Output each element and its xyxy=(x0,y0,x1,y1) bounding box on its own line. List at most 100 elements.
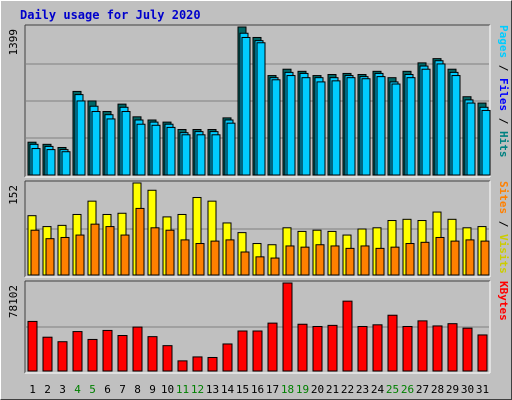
x-tick-label: 30 xyxy=(461,383,474,396)
sites-bar xyxy=(450,240,460,276)
sites-bar xyxy=(195,243,205,276)
pages-bar xyxy=(91,111,101,176)
x-tick-label: 19 xyxy=(296,383,309,396)
sites-bar xyxy=(60,236,70,276)
pages-bar xyxy=(301,77,311,176)
pages-bar xyxy=(361,78,371,176)
legend: Pages / Files / Hits xyxy=(497,25,510,158)
pages-bar xyxy=(121,111,131,176)
pages-bar xyxy=(46,149,56,176)
kbytes-bar xyxy=(267,322,278,372)
kbytes-bar xyxy=(27,320,38,372)
kbytes-bar xyxy=(252,330,263,372)
sites-bar xyxy=(300,246,310,276)
pages-bar xyxy=(481,109,491,176)
kbytes-bar xyxy=(327,324,338,372)
x-tick-label: 17 xyxy=(266,383,279,396)
sites-bar xyxy=(150,227,160,276)
kbytes-bar xyxy=(432,325,443,372)
kbytes-bar xyxy=(177,360,188,372)
sites-bar xyxy=(375,247,385,276)
x-tick-label: 5 xyxy=(89,383,96,396)
sites-bar xyxy=(165,229,175,276)
x-tick-label: 24 xyxy=(371,383,385,396)
sites-bar xyxy=(390,246,400,276)
x-tick-label: 16 xyxy=(251,383,264,396)
kbytes-bar xyxy=(402,325,413,372)
pages-bar xyxy=(136,123,146,176)
kbytes-bar xyxy=(447,323,458,372)
pages-bar xyxy=(421,68,431,176)
sites-bar xyxy=(405,243,415,276)
pages-bar xyxy=(241,36,251,176)
pages-bar xyxy=(211,134,221,176)
sites-bar xyxy=(255,256,265,276)
sites-bar xyxy=(30,229,40,276)
x-tick-label: 31 xyxy=(476,383,489,396)
legend-entry: Pages xyxy=(497,25,510,58)
y-axis-max-label: 152 xyxy=(7,185,20,205)
x-tick-label: 11 xyxy=(176,383,189,396)
kbytes-bar xyxy=(117,335,128,372)
x-tick-label: 18 xyxy=(281,383,294,396)
x-tick-label: 25 xyxy=(386,383,399,396)
pages-bar xyxy=(226,122,236,176)
sites-bar xyxy=(210,240,220,276)
kbytes-bar xyxy=(282,282,293,372)
pages-bar xyxy=(436,63,446,176)
pages-bar xyxy=(451,75,461,176)
kbytes-bar xyxy=(462,327,473,372)
kbytes-bar xyxy=(87,338,98,372)
sites-bar xyxy=(435,236,445,276)
kbytes-bar xyxy=(207,356,218,372)
x-tick-label: 12 xyxy=(191,383,204,396)
sites-bar xyxy=(90,223,100,276)
chart-title: Daily usage for July 2020 xyxy=(20,8,201,22)
pages-bar xyxy=(466,102,476,176)
sites-bar xyxy=(120,234,130,276)
x-tick-label: 4 xyxy=(74,383,81,396)
x-tick-label: 9 xyxy=(149,383,156,396)
pages-bar xyxy=(151,124,161,176)
x-tick-label: 3 xyxy=(59,383,66,396)
pages-bar xyxy=(181,134,191,176)
legend-entry: Visits xyxy=(497,234,510,274)
kbytes-bar xyxy=(42,336,53,372)
legend-entry: / xyxy=(497,111,510,131)
sites-bar xyxy=(45,238,55,276)
x-tick-label: 6 xyxy=(104,383,111,396)
kbytes-bar xyxy=(237,330,248,372)
x-tick-label: 29 xyxy=(446,383,459,396)
pages-bar xyxy=(376,76,386,176)
sites-bar xyxy=(240,251,250,276)
x-tick-label: 23 xyxy=(356,383,369,396)
sites-bar xyxy=(225,239,235,276)
kbytes-bar xyxy=(72,331,83,372)
pages-bar xyxy=(391,83,401,176)
pages-bar xyxy=(271,79,281,176)
sites-bar xyxy=(135,207,145,276)
sites-bar xyxy=(465,239,475,276)
pages-bar xyxy=(286,75,296,176)
pages-bar xyxy=(166,126,176,176)
x-tick-label: 26 xyxy=(401,383,414,396)
legend-entry: / xyxy=(497,58,510,78)
sites-bar xyxy=(345,247,355,276)
pages-bar xyxy=(106,118,116,176)
sites-bar xyxy=(315,244,325,276)
x-tick-label: 2 xyxy=(44,383,51,396)
sites-bar xyxy=(180,239,190,276)
x-tick-label: 13 xyxy=(206,383,219,396)
pages-bar xyxy=(31,148,41,176)
kbytes-bar xyxy=(297,323,308,372)
y-axis-max-label: 1399 xyxy=(7,29,20,56)
y-axis-max-label: 78102 xyxy=(7,285,20,318)
legend: KBytes xyxy=(497,281,510,321)
x-tick-label: 20 xyxy=(311,383,324,396)
x-tick-label: 1 xyxy=(29,383,36,396)
sites-bar xyxy=(270,257,280,276)
pages-bar xyxy=(331,80,341,176)
x-tick-label: 14 xyxy=(221,383,235,396)
kbytes-bar xyxy=(417,320,428,372)
